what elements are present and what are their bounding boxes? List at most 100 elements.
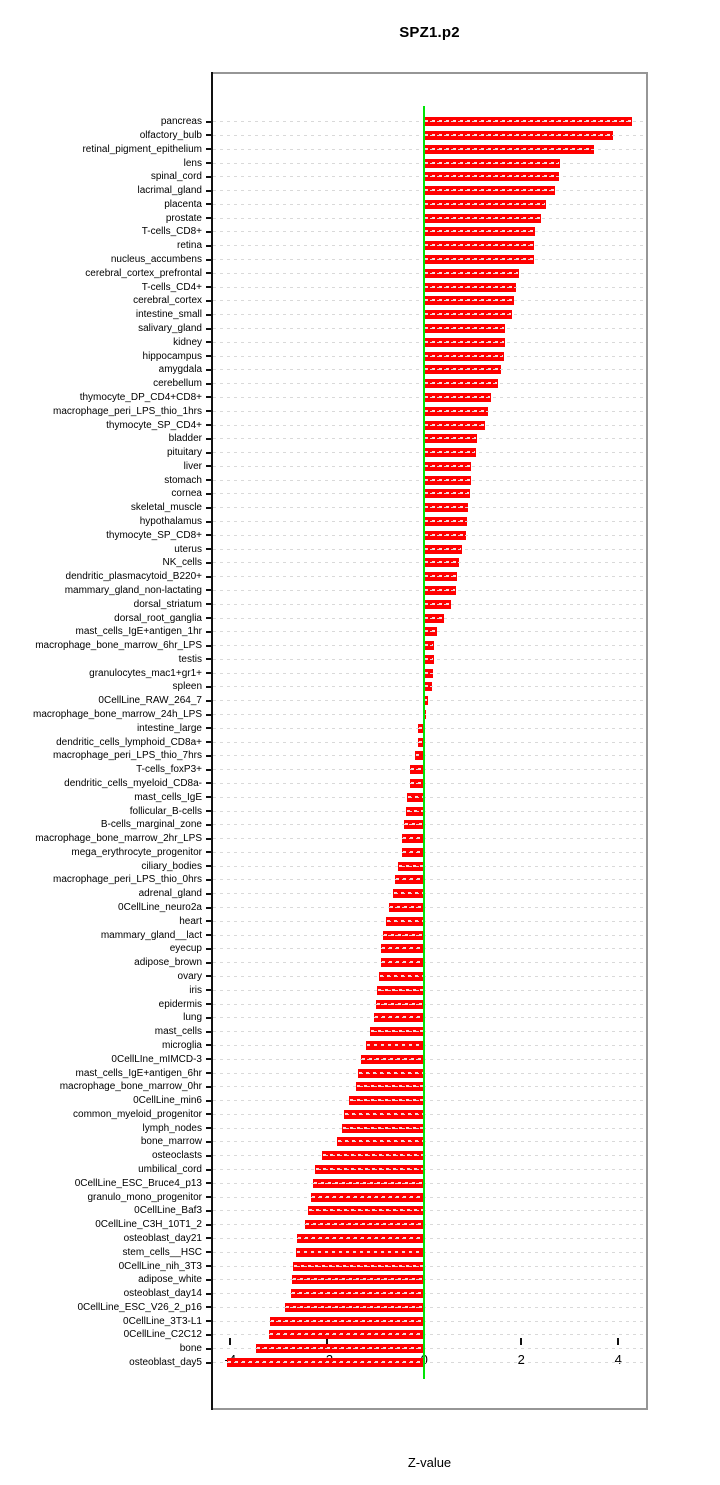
category-label: stem_cells__HSC bbox=[122, 1246, 202, 1258]
category-label: cerebral_cortex bbox=[133, 295, 202, 307]
gridline bbox=[213, 810, 646, 812]
y-axis-tick bbox=[206, 575, 211, 578]
category-label: macrophage_peri_LPS_thio_0hrs bbox=[53, 874, 202, 886]
y-axis-tick bbox=[206, 1058, 211, 1061]
category-label: hypothalamus bbox=[139, 516, 202, 528]
gridline bbox=[213, 176, 646, 178]
category-label: dorsal_striatum bbox=[133, 598, 202, 610]
y-axis-tick bbox=[206, 299, 211, 302]
gridline bbox=[213, 1086, 646, 1088]
y-axis-tick bbox=[206, 479, 211, 482]
gridline bbox=[213, 507, 646, 509]
y-axis-tick bbox=[206, 768, 211, 771]
y-axis-tick bbox=[206, 1265, 211, 1268]
y-axis-tick bbox=[206, 1196, 211, 1199]
y-axis-tick bbox=[206, 1085, 211, 1088]
y-axis-tick bbox=[206, 810, 211, 813]
gridline bbox=[213, 369, 646, 371]
category-label: dorsal_root_ganglia bbox=[114, 612, 202, 624]
y-axis-tick bbox=[206, 603, 211, 606]
category-label: dendritic_plasmacytoid_B220+ bbox=[65, 571, 202, 583]
y-axis-tick bbox=[206, 465, 211, 468]
gridline bbox=[213, 286, 646, 288]
category-label: osteoblast_day21 bbox=[123, 1232, 202, 1244]
gridline bbox=[213, 300, 646, 302]
category-label: mammary_gland_non-lactating bbox=[64, 584, 202, 596]
gridline bbox=[213, 259, 646, 261]
gridline bbox=[213, 989, 646, 991]
gridline bbox=[213, 1306, 646, 1308]
category-label: mast_cells_IgE bbox=[134, 791, 202, 803]
y-axis-tick bbox=[206, 1347, 211, 1350]
category-label: B-cells_marginal_zone bbox=[100, 819, 202, 831]
category-label: 0CellLine_min6 bbox=[133, 1095, 202, 1107]
category-label: 0CellLine_ESC_Bruce4_p13 bbox=[74, 1177, 202, 1189]
category-label: umbilical_cord bbox=[138, 1164, 202, 1175]
gridline bbox=[213, 1265, 646, 1267]
y-axis-tick bbox=[206, 989, 211, 992]
gridline bbox=[213, 272, 646, 274]
gridline bbox=[213, 1293, 646, 1295]
y-axis-tick bbox=[206, 286, 211, 289]
y-axis-tick bbox=[206, 1072, 211, 1074]
gridline bbox=[213, 521, 646, 523]
y-axis-tick bbox=[206, 837, 211, 840]
gridline bbox=[213, 1141, 646, 1143]
y-axis-tick bbox=[206, 368, 211, 371]
category-label: testis bbox=[178, 653, 202, 665]
x-axis-tick bbox=[326, 1338, 329, 1345]
y-axis-tick bbox=[206, 934, 211, 937]
y-axis-tick bbox=[206, 175, 211, 178]
y-axis-tick bbox=[206, 727, 211, 730]
gridline bbox=[213, 920, 646, 922]
y-axis-tick bbox=[206, 217, 211, 220]
category-label: osteoblast_day14 bbox=[123, 1288, 202, 1300]
gridline bbox=[213, 1224, 646, 1226]
category-label: salivary_gland bbox=[138, 323, 202, 334]
y-axis-tick bbox=[206, 617, 211, 620]
category-label: bladder bbox=[168, 433, 202, 445]
gridline bbox=[213, 148, 646, 150]
gridline bbox=[213, 162, 646, 164]
y-axis-tick bbox=[206, 1044, 211, 1047]
x-axis-tick bbox=[229, 1338, 232, 1345]
y-axis-tick bbox=[206, 244, 211, 247]
category-label: retinal_pigment_epithelium bbox=[82, 143, 202, 155]
y-axis-tick bbox=[206, 1306, 211, 1309]
category-label: mega_erythrocyte_progenitor bbox=[71, 846, 202, 858]
y-axis-tick bbox=[206, 520, 211, 523]
category-label: olfactory_bulb bbox=[139, 129, 202, 141]
y-axis-tick bbox=[206, 906, 211, 909]
y-axis-tick bbox=[206, 741, 211, 744]
category-label: intestine_small bbox=[135, 309, 202, 321]
gridline bbox=[213, 217, 646, 219]
y-axis-tick bbox=[206, 685, 211, 688]
gridline bbox=[213, 1362, 646, 1364]
gridline bbox=[213, 755, 646, 757]
gridline bbox=[213, 975, 646, 977]
gridline bbox=[213, 631, 646, 633]
y-axis-tick bbox=[206, 644, 211, 647]
y-axis-tick bbox=[206, 1292, 211, 1295]
gridline bbox=[213, 1237, 646, 1239]
gridline bbox=[213, 1210, 646, 1212]
y-axis-tick bbox=[206, 548, 211, 551]
category-label: osteoblast_day5 bbox=[129, 1357, 202, 1369]
y-axis-tick bbox=[206, 506, 211, 509]
category-label: granulo_mono_progenitor bbox=[87, 1191, 202, 1203]
gridline bbox=[213, 796, 646, 798]
category-label: amygdala bbox=[158, 364, 202, 376]
gridline bbox=[213, 741, 646, 743]
category-label: lens bbox=[183, 157, 202, 169]
category-label: bone_marrow bbox=[140, 1136, 202, 1148]
gridline bbox=[213, 851, 646, 853]
gridline bbox=[213, 245, 646, 247]
x-axis-tick bbox=[520, 1338, 523, 1345]
y-axis-tick bbox=[206, 120, 211, 123]
y-axis-tick bbox=[206, 782, 211, 785]
category-label: hippocampus bbox=[142, 350, 202, 362]
y-axis-tick bbox=[206, 823, 211, 826]
y-axis-tick bbox=[206, 1251, 211, 1254]
gridline bbox=[213, 548, 646, 550]
